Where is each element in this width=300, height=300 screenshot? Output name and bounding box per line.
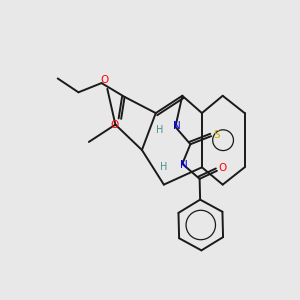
Text: S: S (214, 130, 220, 140)
Text: O: O (110, 120, 118, 130)
Text: N: N (180, 160, 187, 170)
Text: N: N (173, 121, 180, 131)
Text: O: O (101, 75, 109, 85)
Text: H: H (160, 162, 167, 172)
Text: H: H (155, 125, 163, 135)
Text: O: O (219, 164, 227, 173)
